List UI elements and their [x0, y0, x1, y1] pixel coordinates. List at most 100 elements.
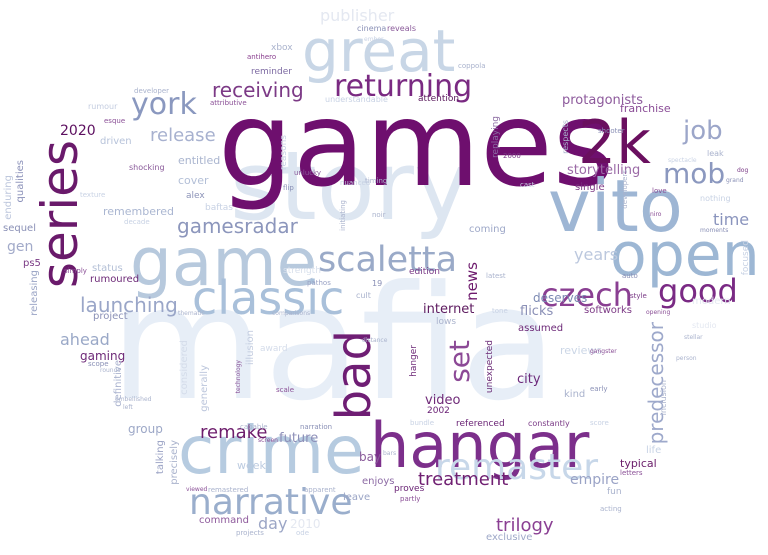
word-inclusion: inclusion: [659, 380, 668, 416]
word-receiving: receiving: [212, 78, 304, 102]
word-viewed: viewed: [186, 486, 208, 493]
word-assumed: assumed: [518, 323, 564, 334]
word-flicks: flicks: [520, 304, 554, 319]
word-person: person: [676, 355, 697, 362]
word-opening: opening: [646, 309, 671, 316]
word-day: day: [258, 514, 288, 533]
word-developer: developer: [134, 87, 170, 95]
word-embellished: embellished: [115, 396, 152, 403]
word-developers: developers: [621, 170, 629, 209]
word-gamesradar: gamesradar: [177, 214, 298, 238]
word-open: open: [610, 220, 760, 290]
word-cast: cast: [520, 181, 535, 189]
word-simply: simply: [64, 267, 87, 275]
word-2k: 2k: [578, 108, 651, 178]
word-reasons: reasons: [279, 135, 289, 171]
word-narration: narration: [300, 423, 333, 431]
word-respects: respects: [561, 120, 570, 154]
word-releasing: releasing: [29, 270, 40, 316]
word-scaletta: scaletta: [318, 240, 458, 280]
word-scale: scale: [276, 386, 295, 394]
word-decade: decade: [124, 218, 150, 226]
word-unexpected: unexpected: [485, 340, 495, 394]
word-single: single: [575, 182, 605, 193]
word-shocking: shocking: [129, 163, 165, 172]
word-news: news: [463, 262, 481, 301]
word-19: 19: [372, 279, 383, 288]
word-leak: leak: [707, 149, 724, 158]
word-series: series: [31, 140, 89, 289]
word-understandable: understandable: [325, 95, 388, 104]
word-mob: mob: [663, 157, 726, 190]
word-remembered: remembered: [103, 205, 175, 218]
word-esque: esque: [104, 117, 126, 125]
word-2000: 2000: [503, 152, 521, 160]
word-storytelling: storytelling: [567, 163, 641, 178]
word-enduring: enduring: [3, 175, 14, 220]
word-ps5: ps5: [23, 258, 41, 269]
word-fun: fun: [607, 487, 622, 497]
word-focused: focused: [741, 240, 751, 276]
word-publisher: publisher: [320, 6, 395, 25]
word-internet: internet: [423, 302, 475, 317]
word-video: video: [425, 393, 461, 408]
word-flip: flip: [283, 184, 294, 192]
word-noir: noir: [372, 211, 386, 219]
word-illusion: illusion: [245, 330, 256, 366]
word-ahead: ahead: [60, 330, 110, 349]
word-group: group: [128, 422, 163, 436]
word-apparent: apparent: [304, 486, 336, 494]
word-2020: 2020: [60, 123, 96, 139]
word-qualities: qualities: [15, 160, 26, 203]
word-rumoured: rumoured: [90, 274, 140, 285]
word-gangster: gangster: [590, 348, 617, 355]
word-tone: tone: [492, 307, 508, 315]
word-ember: ember: [364, 36, 384, 43]
word-capable: capable: [240, 423, 268, 431]
word-typical: typical: [620, 457, 657, 470]
word-entitled: entitled: [178, 154, 221, 167]
word-great: great: [302, 17, 456, 85]
word-czech: czech: [541, 276, 633, 314]
word-reminder: reminder: [251, 67, 292, 77]
word-games: games: [218, 75, 615, 213]
word-crime: crime: [178, 412, 365, 489]
word-stellar: stellar: [684, 334, 703, 341]
word-generally: generally: [199, 365, 210, 412]
word-reviews: reviews: [560, 344, 603, 357]
word-bars: bars: [383, 450, 397, 457]
word-narrative: narrative: [189, 482, 353, 523]
word-coming: coming: [469, 224, 506, 235]
word-niro: niro: [650, 211, 662, 218]
word-proves: proves: [394, 484, 425, 494]
word-time: time: [713, 210, 750, 229]
word-initiating: initiating: [339, 200, 347, 231]
word-gaming: gaming: [80, 349, 126, 363]
word-constantly: constantly: [528, 419, 570, 428]
word-treatment: treatment: [418, 469, 509, 490]
word-left: left: [123, 404, 133, 411]
word-moments: moments: [700, 227, 729, 234]
word-launching: launching: [80, 293, 178, 317]
word-future: future: [279, 431, 319, 446]
word-story: story: [230, 132, 471, 242]
word-distance: distance: [362, 337, 388, 344]
word-texture: texture: [80, 191, 106, 199]
word-release: release: [150, 125, 216, 146]
word-2002: 2002: [427, 406, 450, 416]
word-cover: cover: [178, 174, 209, 187]
word-bundle: bundle: [410, 419, 435, 427]
word-kind: kind: [564, 389, 586, 400]
word-letters: letters: [620, 469, 643, 477]
word-shooter: shooter: [598, 127, 625, 135]
word-replaying: replaying: [491, 116, 501, 159]
word-empire: empire: [570, 472, 620, 488]
word-early: early: [590, 385, 608, 393]
word-mafia: mafia: [110, 252, 558, 436]
word-driven: driven: [100, 136, 132, 147]
word-trilogy: trilogy: [496, 515, 554, 536]
word-precisely: precisely: [169, 440, 180, 485]
word-city: city: [517, 372, 541, 387]
word-studio: studio: [692, 321, 717, 330]
